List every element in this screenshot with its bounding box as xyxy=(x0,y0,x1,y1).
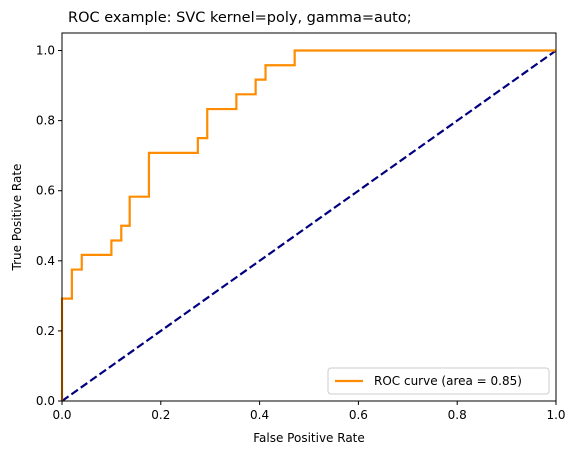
y-tick-label: 0.4 xyxy=(36,254,55,268)
x-tick-label: 0.4 xyxy=(250,408,269,422)
chart-title: ROC example: SVC kernel=poly, gamma=auto… xyxy=(68,10,412,26)
series-line-chance xyxy=(61,49,557,402)
legend: ROC curve (area = 0.85) xyxy=(327,367,550,395)
y-axis-label: True Positive Rate xyxy=(10,164,24,272)
x-tick-label: 0.0 xyxy=(52,408,71,422)
y-tick-label: 1.0 xyxy=(36,44,55,58)
y-axis: 0.0 0.2 0.4 0.6 0.8 1.0 xyxy=(36,44,62,408)
x-tick-label: 0.6 xyxy=(349,408,368,422)
legend-box xyxy=(327,367,550,395)
plot-frame xyxy=(61,32,557,402)
y-tick-label: 0.0 xyxy=(36,394,55,408)
x-tick-label: 0.8 xyxy=(448,408,467,422)
series-line-roc xyxy=(60,49,556,401)
x-tick-label: 1.0 xyxy=(546,408,565,422)
y-tick-label: 0.2 xyxy=(36,324,55,338)
y-tick-label: 0.6 xyxy=(36,184,55,198)
x-tick-label: 0.2 xyxy=(151,408,170,422)
x-axis: 0.0 0.2 0.4 0.6 0.8 1.0 xyxy=(52,401,566,422)
plot-area xyxy=(60,49,557,402)
x-axis-label: False Positive Rate xyxy=(253,431,365,445)
legend-label-roc: ROC curve (area = 0.85) xyxy=(374,374,522,388)
y-tick-label: 0.8 xyxy=(36,114,55,128)
